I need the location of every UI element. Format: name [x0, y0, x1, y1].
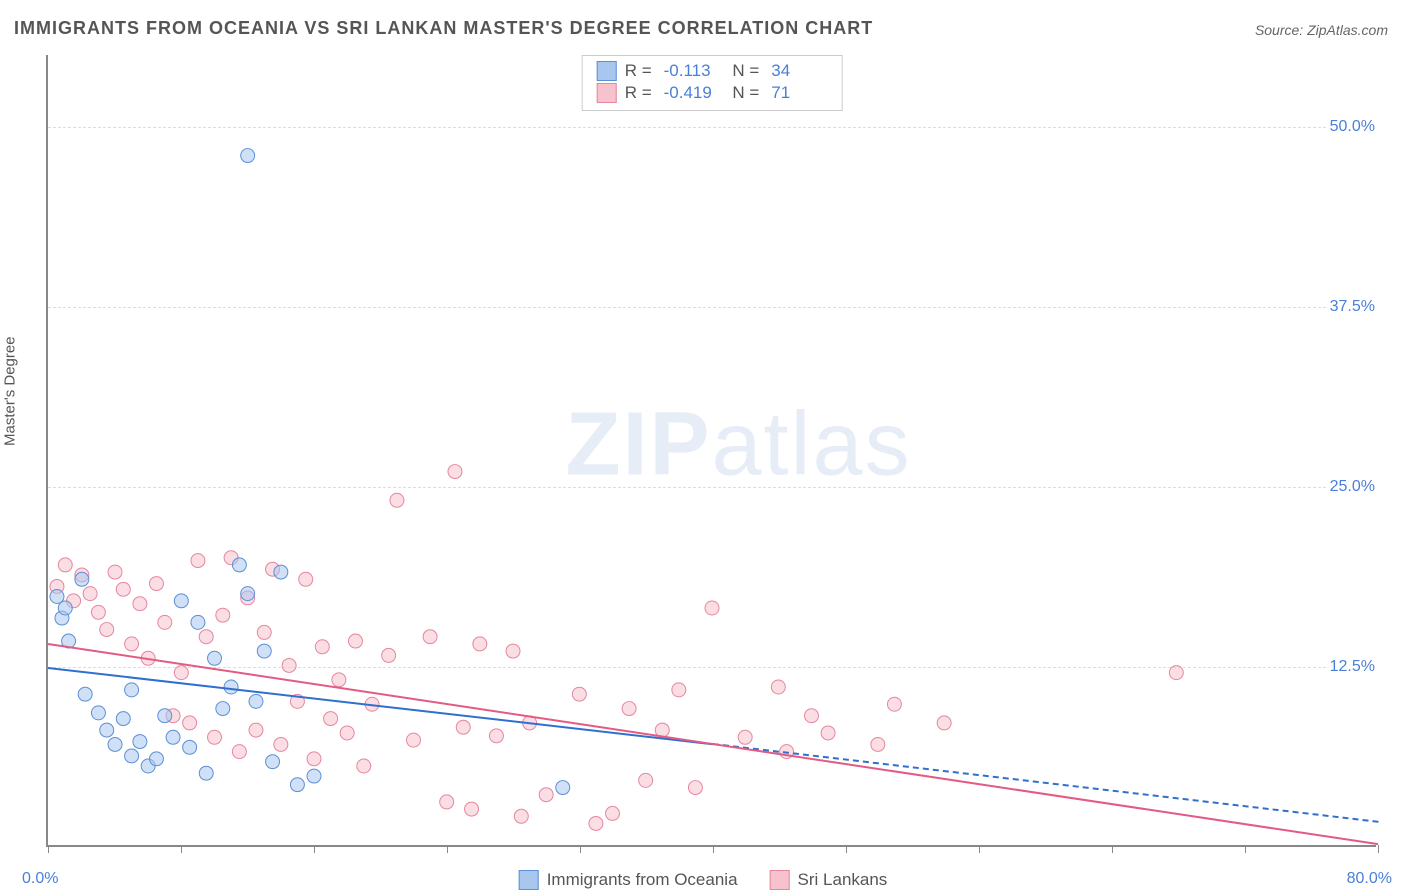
y-tick-label: 37.5%: [1327, 298, 1378, 316]
legend-item-srilankan: Sri Lankans: [770, 870, 888, 890]
x-tick: [48, 845, 49, 853]
x-tick: [1245, 845, 1246, 853]
swatch-srilankan: [770, 870, 790, 890]
n-value-srilankan: 71: [767, 82, 827, 104]
x-tick: [314, 845, 315, 853]
legend-row-srilankan: R = -0.419 N = 71: [597, 82, 828, 104]
swatch-oceania: [597, 61, 617, 81]
chart-title: IMMIGRANTS FROM OCEANIA VS SRI LANKAN MA…: [14, 18, 873, 39]
trend-line: [48, 667, 713, 745]
legend-label-oceania: Immigrants from Oceania: [547, 870, 738, 890]
r-value-srilankan: -0.419: [660, 82, 720, 104]
x-axis-min-label: 0.0%: [22, 870, 58, 888]
x-tick: [846, 845, 847, 853]
watermark: ZIPatlas: [565, 393, 911, 496]
y-axis-title: Master's Degree: [2, 336, 19, 446]
gridline: [48, 667, 1376, 668]
legend-label-srilankan: Sri Lankans: [798, 870, 888, 890]
trend-line: [48, 643, 1378, 845]
x-tick: [580, 845, 581, 853]
x-tick: [1112, 845, 1113, 853]
watermark-bold: ZIP: [565, 394, 711, 494]
gridline: [48, 127, 1376, 128]
y-tick-label: 25.0%: [1327, 478, 1378, 496]
legend-row-oceania: R = -0.113 N = 34: [597, 60, 828, 82]
y-tick-label: 50.0%: [1327, 118, 1378, 136]
trend-line: [713, 743, 1378, 823]
x-tick: [979, 845, 980, 853]
plot-area: ZIPatlas 12.5% 25.0% 37.5% 50.0% R = -0.113…: [46, 55, 1376, 847]
scatter-points: [48, 55, 1376, 845]
gridline: [48, 307, 1376, 308]
x-tick: [447, 845, 448, 853]
watermark-light: atlas: [712, 394, 912, 494]
series-legend: Immigrants from Oceania Sri Lankans: [513, 870, 894, 890]
x-axis-max-label: 80.0%: [1347, 870, 1392, 888]
x-tick: [1378, 845, 1379, 853]
y-tick-label: 12.5%: [1327, 658, 1378, 676]
legend-item-oceania: Immigrants from Oceania: [519, 870, 738, 890]
n-value-oceania: 34: [767, 60, 827, 82]
swatch-oceania: [519, 870, 539, 890]
gridline: [48, 487, 1376, 488]
r-value-oceania: -0.113: [660, 60, 720, 82]
correlation-legend: R = -0.113 N = 34 R = -0.419 N = 71: [582, 55, 843, 111]
x-tick: [713, 845, 714, 853]
source-attribution: Source: ZipAtlas.com: [1255, 22, 1388, 38]
swatch-srilankan: [597, 83, 617, 103]
x-tick: [181, 845, 182, 853]
